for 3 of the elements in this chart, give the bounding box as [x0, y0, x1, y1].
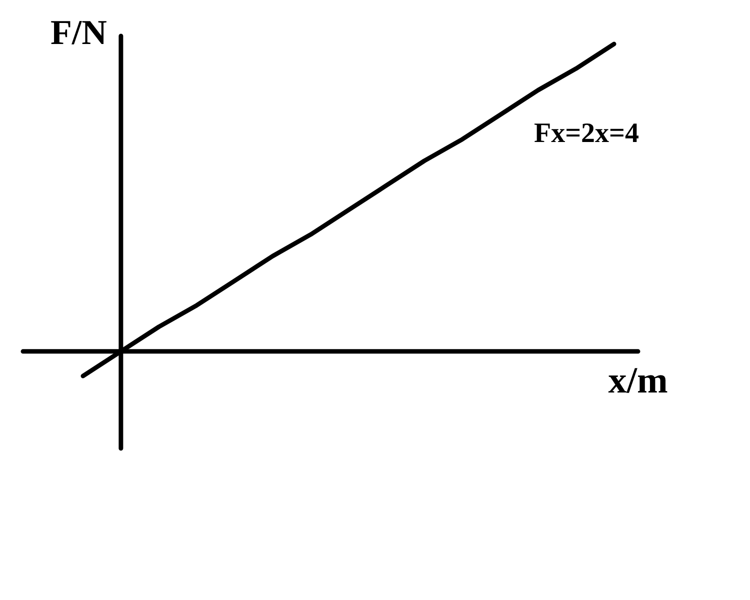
x-axis-title: x/m: [608, 360, 668, 402]
annotation: Fx=2x=4: [534, 118, 640, 149]
y-axis-title: F/N: [50, 13, 107, 52]
